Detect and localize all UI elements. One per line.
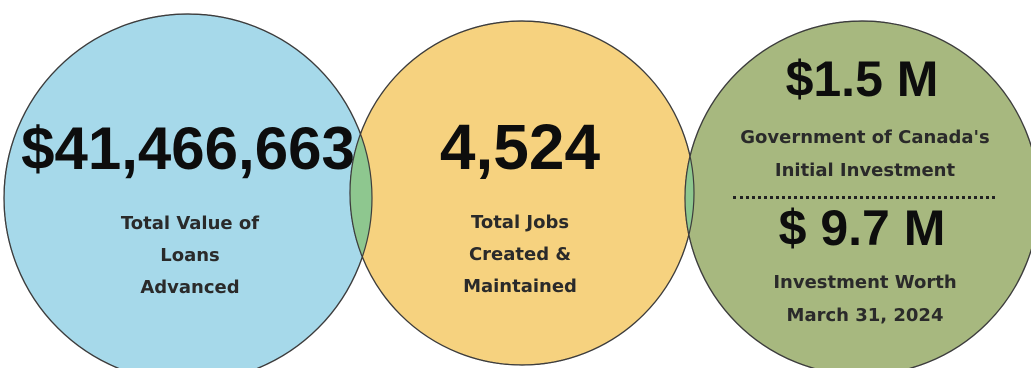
investment-initial-label-line-1: Government of Canada's: [740, 127, 990, 148]
loans-label-line-1: Total Value of: [120, 213, 260, 234]
jobs-label-line-3: Maintained: [463, 276, 577, 297]
investment-initial-label: Government of Canada's Initial Investmen…: [700, 121, 1030, 187]
jobs-label-line-1: Total Jobs: [470, 212, 570, 233]
loans-value: $41,466,663: [21, 115, 355, 182]
jobs-value: 4,524: [439, 111, 601, 183]
jobs-label: Total Jobs Created & Maintained: [400, 207, 640, 303]
investment-worth-value: $ 9.7 M: [778, 200, 946, 256]
circle-jobs: [349, 20, 695, 366]
outline-investment: [684, 20, 1031, 368]
investment-divider: [733, 196, 995, 199]
jobs-label-line-2: Created &: [468, 244, 572, 265]
outline-loans: [3, 13, 373, 368]
loans-label-line-2: Loans: [160, 245, 220, 266]
investment-initial-label-line-2: Initial Investment: [774, 160, 956, 181]
investment-worth-label-line-2: March 31, 2024: [786, 305, 944, 326]
investment-worth-label: Investment Worth March 31, 2024: [725, 266, 1005, 332]
investment-worth-label-line-1: Investment Worth: [773, 272, 957, 293]
investment-initial-value: $1.5 M: [785, 51, 939, 107]
loans-label: Total Value of Loans Advanced: [70, 208, 310, 304]
outline-jobs: [349, 20, 695, 366]
loans-label-line-3: Advanced: [140, 277, 240, 298]
